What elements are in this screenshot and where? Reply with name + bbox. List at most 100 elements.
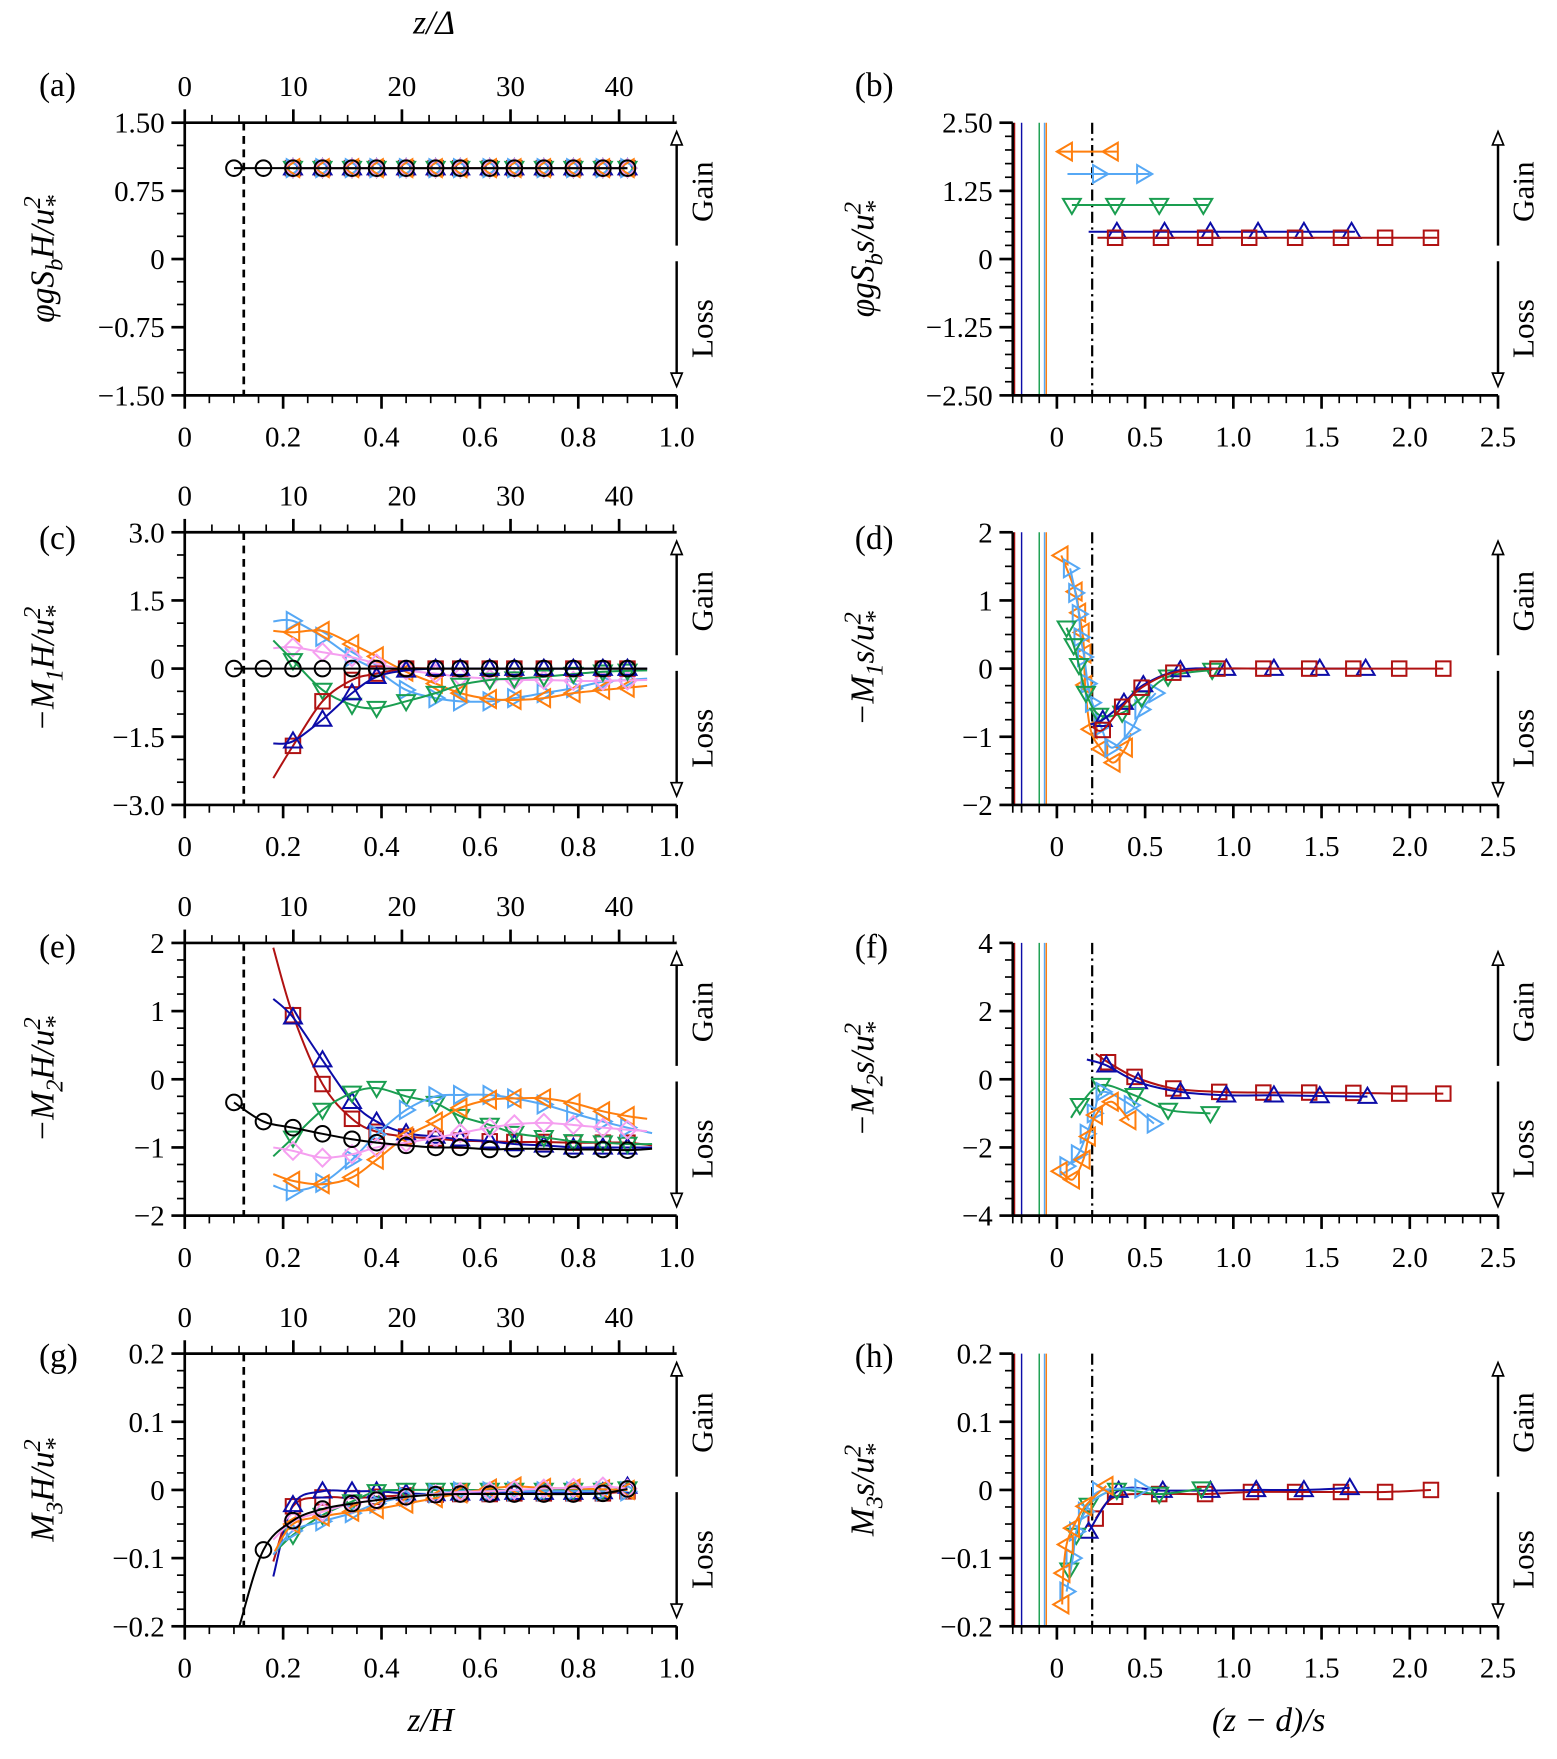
data-point-diamond: [617, 157, 638, 179]
series-line: [1070, 1083, 1211, 1119]
data-point-diamond: [504, 1479, 525, 1501]
data-point-triangle-left: [591, 1100, 611, 1122]
gain-label: Gain: [684, 981, 719, 1042]
data-point-triangle-down: [1088, 707, 1110, 726]
data-point-triangle-left: [1061, 1517, 1081, 1539]
top-x-tick-label: 0: [178, 71, 192, 103]
y-axis-label-part: −M: [845, 674, 882, 727]
data-point-circle: [505, 159, 524, 177]
data-point-circle: [367, 1491, 386, 1509]
data-point-circle: [284, 1118, 302, 1137]
arrow-up-icon: [669, 1360, 684, 1377]
axes: [999, 530, 1500, 819]
data-point-diamond: [341, 1143, 363, 1165]
y-axis-label-part: H/u: [24, 209, 61, 260]
y-axis-label-part: 1: [862, 663, 889, 675]
x-tick-label: 0: [178, 422, 192, 454]
series-black-circle: [225, 1093, 653, 1159]
series-line: [238, 1487, 628, 1627]
data-point-triangle-down: [1123, 1088, 1146, 1107]
top-x-tick-label: 10: [279, 71, 308, 103]
data-point-diamond: [563, 157, 584, 179]
series-black-circle: [225, 159, 637, 177]
y-tick-label: −0.75: [98, 312, 165, 344]
data-point-diamond: [449, 157, 471, 179]
data-point-triangle-right: [452, 1084, 472, 1106]
series-line: [233, 1101, 653, 1152]
series-line: [1086, 1058, 1368, 1098]
data-point-triangle-left: [1072, 1149, 1091, 1171]
data-point-triangle-left: [395, 1492, 414, 1515]
series-red-square: [1091, 660, 1452, 739]
data-point-circle: [343, 1130, 361, 1149]
data-point-diamond: [282, 636, 304, 658]
y-tick-label: 4: [978, 928, 993, 960]
loss-label: Loss: [684, 1530, 719, 1589]
data-point-triangle-right: [536, 1093, 555, 1116]
data-point-triangle-left: [1074, 1495, 1093, 1517]
data-point-triangle-down: [533, 669, 555, 688]
y-tick-label: 1: [150, 996, 164, 1028]
y-tick-label: −1.25: [926, 312, 993, 344]
y-axis-label-part: *: [860, 1443, 890, 1457]
data-point-triangle-left: [503, 1087, 522, 1110]
data-point-triangle-left: [1100, 140, 1119, 163]
y-tick-label: 0: [150, 1475, 164, 1507]
data-point-triangle-up: [1113, 691, 1135, 710]
x-tick-label: 0: [1050, 1652, 1064, 1684]
panel-f: (f) 420−2−40 0.5 1.0 1.5 2.0 2.5−M2s/u2* GainLo…: [839, 928, 1540, 1274]
y-axis-label-part: b: [862, 253, 889, 265]
y-axis-label-part: *: [39, 195, 69, 209]
axes: [999, 1352, 1500, 1640]
gain-loss-arrow: [1491, 1360, 1505, 1620]
y-tick-label: −4: [962, 1201, 993, 1233]
data-point-circle: [594, 659, 612, 678]
arrow-down-icon: [1491, 1603, 1505, 1620]
gain-loss-arrow: [1491, 129, 1505, 389]
data-point-triangle-left: [532, 687, 552, 709]
data-point-circle: [225, 659, 243, 678]
series-line: [275, 1487, 628, 1553]
arrow-up-icon: [1491, 949, 1505, 967]
y-tick-label: 0: [150, 244, 164, 276]
data-point-diamond: [366, 1489, 387, 1511]
data-point-triangle-left: [616, 157, 635, 179]
data-point-circle: [535, 1140, 553, 1158]
series-orange-triangle-left: [1054, 140, 1119, 163]
y-tick-label: 0.2: [957, 1339, 993, 1371]
panel-e: (e) 210−1−20 0.2 0.4 0.6 0.8 1.00 10 20 30 40−M2H/…: [19, 891, 719, 1274]
data-point-triangle-left: [1114, 737, 1133, 759]
data-point-circle: [426, 159, 445, 177]
data-point-triangle-up: [1215, 657, 1237, 676]
x-tick-label: 0.4: [363, 422, 400, 454]
data-point-triangle-down: [592, 664, 614, 683]
y-tick-label: −2: [962, 1132, 993, 1164]
y-axis-label-part: *: [860, 1021, 890, 1035]
data-point-circle: [367, 659, 386, 678]
data-point-square: [1345, 1084, 1362, 1102]
data-point-circle: [451, 1138, 470, 1157]
data-point-triangle-right: [1134, 1477, 1153, 1500]
data-point-triangle-left: [424, 672, 443, 695]
data-point-square: [1332, 1483, 1350, 1501]
data-point-triangle-left: [1050, 544, 1069, 567]
gain-loss-arrow: [669, 538, 684, 799]
y-tick-label: 0.1: [129, 1407, 165, 1439]
top-x-tick-label: 30: [496, 891, 525, 923]
series-line: [1059, 1100, 1130, 1181]
data-point-triangle-up: [424, 1125, 447, 1144]
data-point-triangle-down: [365, 1080, 388, 1100]
data-point-diamond: [504, 1113, 525, 1135]
data-point-triangle-down: [1061, 197, 1083, 216]
data-point-square: [1209, 660, 1226, 677]
plot-area: [225, 157, 639, 180]
data-point-diamond: [479, 1117, 501, 1138]
data-point-triangle-down: [1190, 1481, 1213, 1500]
data-point-circle: [564, 159, 583, 177]
data-point-triangle-down: [1157, 1102, 1179, 1121]
data-point-diamond: [366, 1137, 387, 1158]
x-tick-label: 0.2: [265, 1242, 301, 1274]
data-point-triangle-up: [479, 657, 501, 676]
y-axis-label-part: 2: [41, 1080, 68, 1092]
